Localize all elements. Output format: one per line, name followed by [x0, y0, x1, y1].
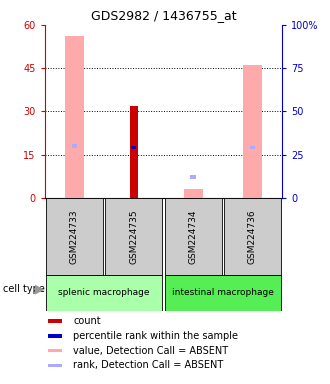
Text: GSM224735: GSM224735 — [129, 209, 138, 263]
Title: GDS2982 / 1436755_at: GDS2982 / 1436755_at — [90, 9, 236, 22]
Text: intestinal macrophage: intestinal macrophage — [172, 288, 274, 298]
Text: value, Detection Call = ABSENT: value, Detection Call = ABSENT — [73, 346, 228, 356]
Bar — [250, 146, 255, 149]
Bar — [46, 275, 162, 311]
Text: count: count — [73, 316, 101, 326]
Text: GSM224736: GSM224736 — [248, 209, 257, 263]
Bar — [165, 275, 281, 311]
Text: splenic macrophage: splenic macrophage — [58, 288, 150, 298]
Text: rank, Detection Call = ABSENT: rank, Detection Call = ABSENT — [73, 360, 223, 371]
Bar — [190, 175, 196, 179]
Text: cell type: cell type — [3, 284, 45, 294]
Text: GSM224734: GSM224734 — [188, 209, 198, 263]
Bar — [183, 189, 203, 198]
Bar — [131, 146, 136, 149]
Text: GSM224733: GSM224733 — [70, 209, 79, 263]
Bar — [105, 198, 162, 275]
Text: percentile rank within the sample: percentile rank within the sample — [73, 331, 238, 341]
Bar — [72, 144, 77, 148]
Bar — [48, 349, 62, 353]
Bar — [48, 364, 62, 367]
Bar — [243, 65, 262, 198]
Bar — [46, 198, 103, 275]
Text: ▶: ▶ — [35, 283, 44, 296]
Bar — [65, 36, 84, 198]
Bar — [224, 198, 281, 275]
Bar — [165, 198, 221, 275]
Bar — [48, 319, 62, 323]
Bar — [130, 106, 138, 198]
Bar — [48, 334, 62, 338]
